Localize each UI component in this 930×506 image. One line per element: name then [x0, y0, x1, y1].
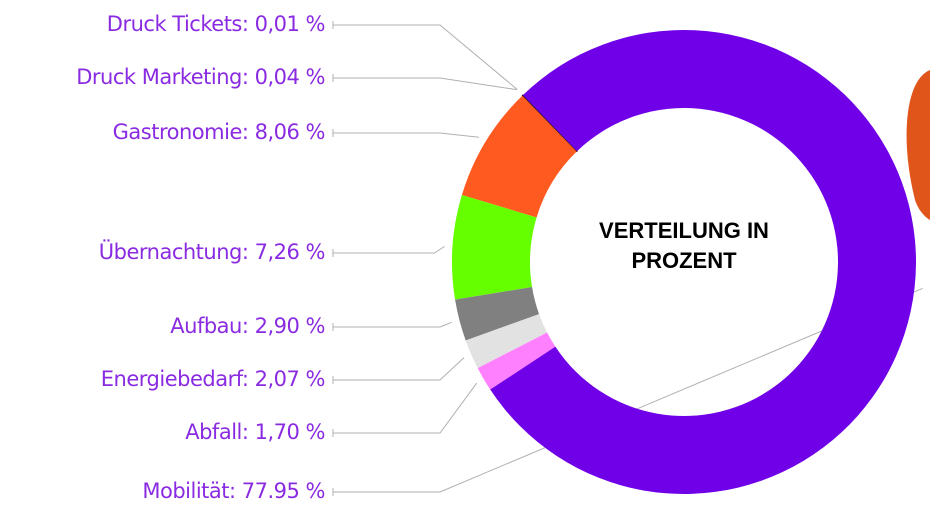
slice-label: Abfall: 1,70 %: [185, 420, 325, 444]
slice-label: Mobilität: 77.95 %: [142, 479, 325, 503]
donut-segment: [465, 314, 548, 369]
center-label: VERTEILUNG IN: [599, 218, 769, 243]
donut-segment: [451, 194, 537, 300]
donut-segment: [455, 286, 540, 341]
leader-line: [333, 245, 445, 254]
slice-label: Aufbau: 2,90 %: [170, 314, 325, 338]
leader-line: [333, 287, 923, 493]
slice-label: Druck Tickets: 0,01 %: [107, 12, 325, 36]
leader-line: [333, 357, 465, 381]
leader-line: [333, 382, 478, 434]
slice-label: Übernachtung: 7,26 %: [99, 239, 325, 264]
donut-segment: [477, 332, 556, 390]
leader-line: [333, 321, 452, 328]
decoration: [906, 70, 930, 220]
donut-segment: [521, 94, 578, 153]
center-label: PROZENT: [631, 248, 737, 273]
slice-label: Energiebedarf: 2,07 %: [101, 367, 325, 391]
donut-segment: [490, 29, 916, 494]
leader-line: [333, 24, 518, 90]
leader-line: [333, 77, 518, 91]
leader-line: [333, 132, 480, 138]
slice-label: Druck Marketing: 0,04 %: [76, 65, 325, 89]
donut-segment: [461, 95, 577, 218]
slice-label: Gastronomie: 8,06 %: [113, 120, 325, 144]
